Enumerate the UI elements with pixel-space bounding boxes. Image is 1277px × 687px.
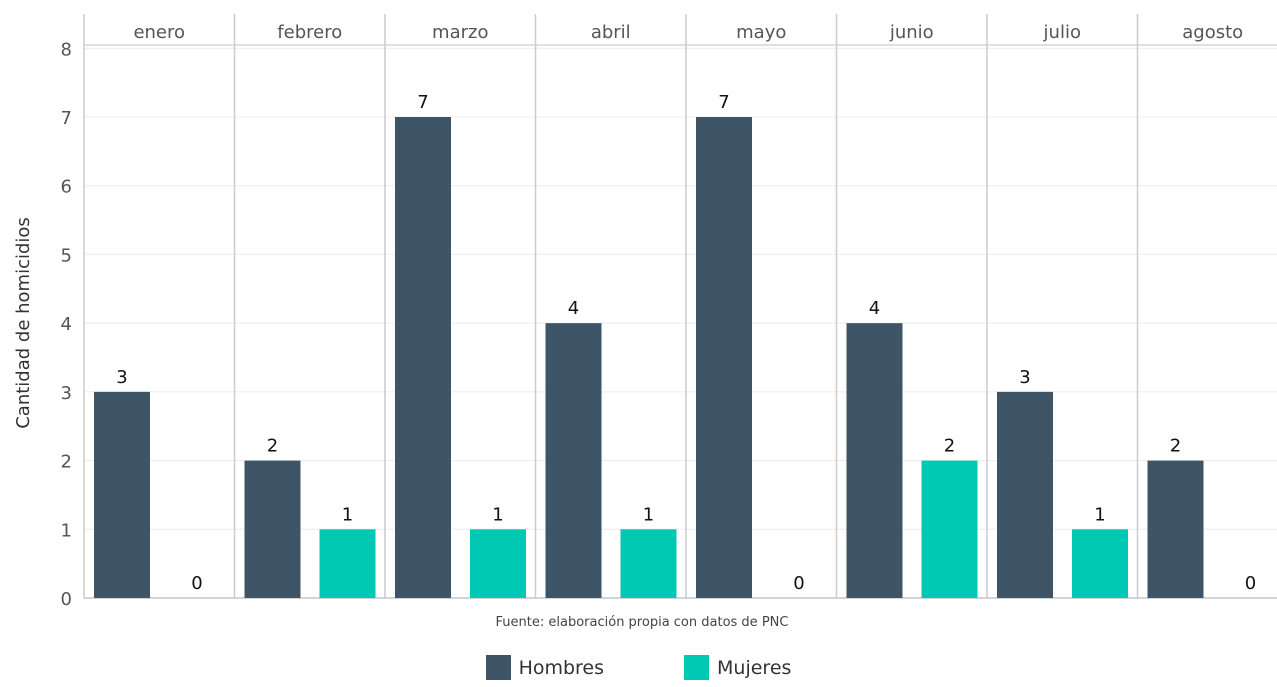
- bar-mujeres-abril: [620, 529, 677, 598]
- facet-label-abril: abril: [591, 22, 631, 43]
- legend-label-hombres: Hombres: [518, 656, 605, 679]
- bar-mujeres-julio: [1072, 529, 1128, 598]
- y-tick-label: 4: [61, 314, 72, 335]
- data-label-hombres-agosto: 2: [1170, 436, 1181, 457]
- y-tick-label: 0: [61, 589, 72, 610]
- y-tick-label: 6: [61, 177, 72, 198]
- data-label-mujeres-marzo: 1: [492, 504, 503, 525]
- y-axis-title: Cantidad de homicidios: [13, 217, 34, 429]
- bar-mujeres-junio: [921, 460, 978, 598]
- y-tick-label: 8: [61, 39, 72, 60]
- bar-hombres-febrero: [244, 460, 301, 598]
- data-label-hombres-enero: 3: [116, 367, 127, 388]
- facet-label-enero: enero: [133, 22, 185, 43]
- bar-hombres-marzo: [395, 117, 451, 598]
- legend-item-hombres: Hombres: [485, 655, 605, 680]
- y-tick-label: 2: [61, 452, 72, 473]
- facet-label-junio: junio: [889, 22, 934, 43]
- facet-label-julio: julio: [1043, 22, 1081, 43]
- y-tick-label: 1: [61, 520, 72, 541]
- data-label-mujeres-julio: 1: [1094, 504, 1105, 525]
- facet-label-marzo: marzo: [432, 22, 488, 43]
- chart-caption: Fuente: elaboración propia con datos de …: [496, 615, 789, 630]
- bar-mujeres-marzo: [470, 529, 526, 598]
- bar-hombres-mayo: [696, 117, 752, 598]
- data-label-hombres-febrero: 2: [267, 436, 278, 457]
- data-label-mujeres-mayo: 0: [793, 573, 804, 594]
- y-tick-label: 3: [61, 383, 72, 404]
- facet-label-agosto: agosto: [1182, 22, 1243, 43]
- data-label-hombres-marzo: 7: [417, 92, 428, 113]
- y-tick-label: 7: [61, 108, 72, 129]
- data-label-mujeres-febrero: 1: [342, 504, 353, 525]
- bar-mujeres-febrero: [319, 529, 376, 598]
- facet-label-mayo: mayo: [736, 22, 786, 43]
- data-label-mujeres-abril: 1: [643, 504, 654, 525]
- bar-hombres-enero: [94, 391, 150, 598]
- legend-item-mujeres: Mujeres: [684, 655, 791, 680]
- data-label-hombres-abril: 4: [568, 298, 579, 319]
- facet-label-febrero: febrero: [277, 22, 342, 43]
- bar-hombres-agosto: [1147, 460, 1204, 598]
- legend-label-mujeres: Mujeres: [717, 656, 792, 679]
- data-label-hombres-mayo: 7: [718, 92, 729, 113]
- legend-swatch-hombres: [485, 655, 511, 680]
- data-label-hombres-julio: 3: [1019, 367, 1030, 388]
- legend-swatch-mujeres: [684, 655, 710, 680]
- bar-hombres-julio: [997, 391, 1053, 598]
- legend: Hombres Mujeres: [0, 655, 1277, 680]
- data-label-mujeres-junio: 2: [944, 436, 955, 457]
- y-tick-label: 5: [61, 245, 72, 266]
- data-label-mujeres-agosto: 0: [1245, 573, 1256, 594]
- data-label-mujeres-enero: 0: [191, 573, 202, 594]
- bar-hombres-junio: [846, 323, 903, 598]
- data-label-hombres-junio: 4: [869, 298, 880, 319]
- bar-hombres-abril: [545, 323, 602, 598]
